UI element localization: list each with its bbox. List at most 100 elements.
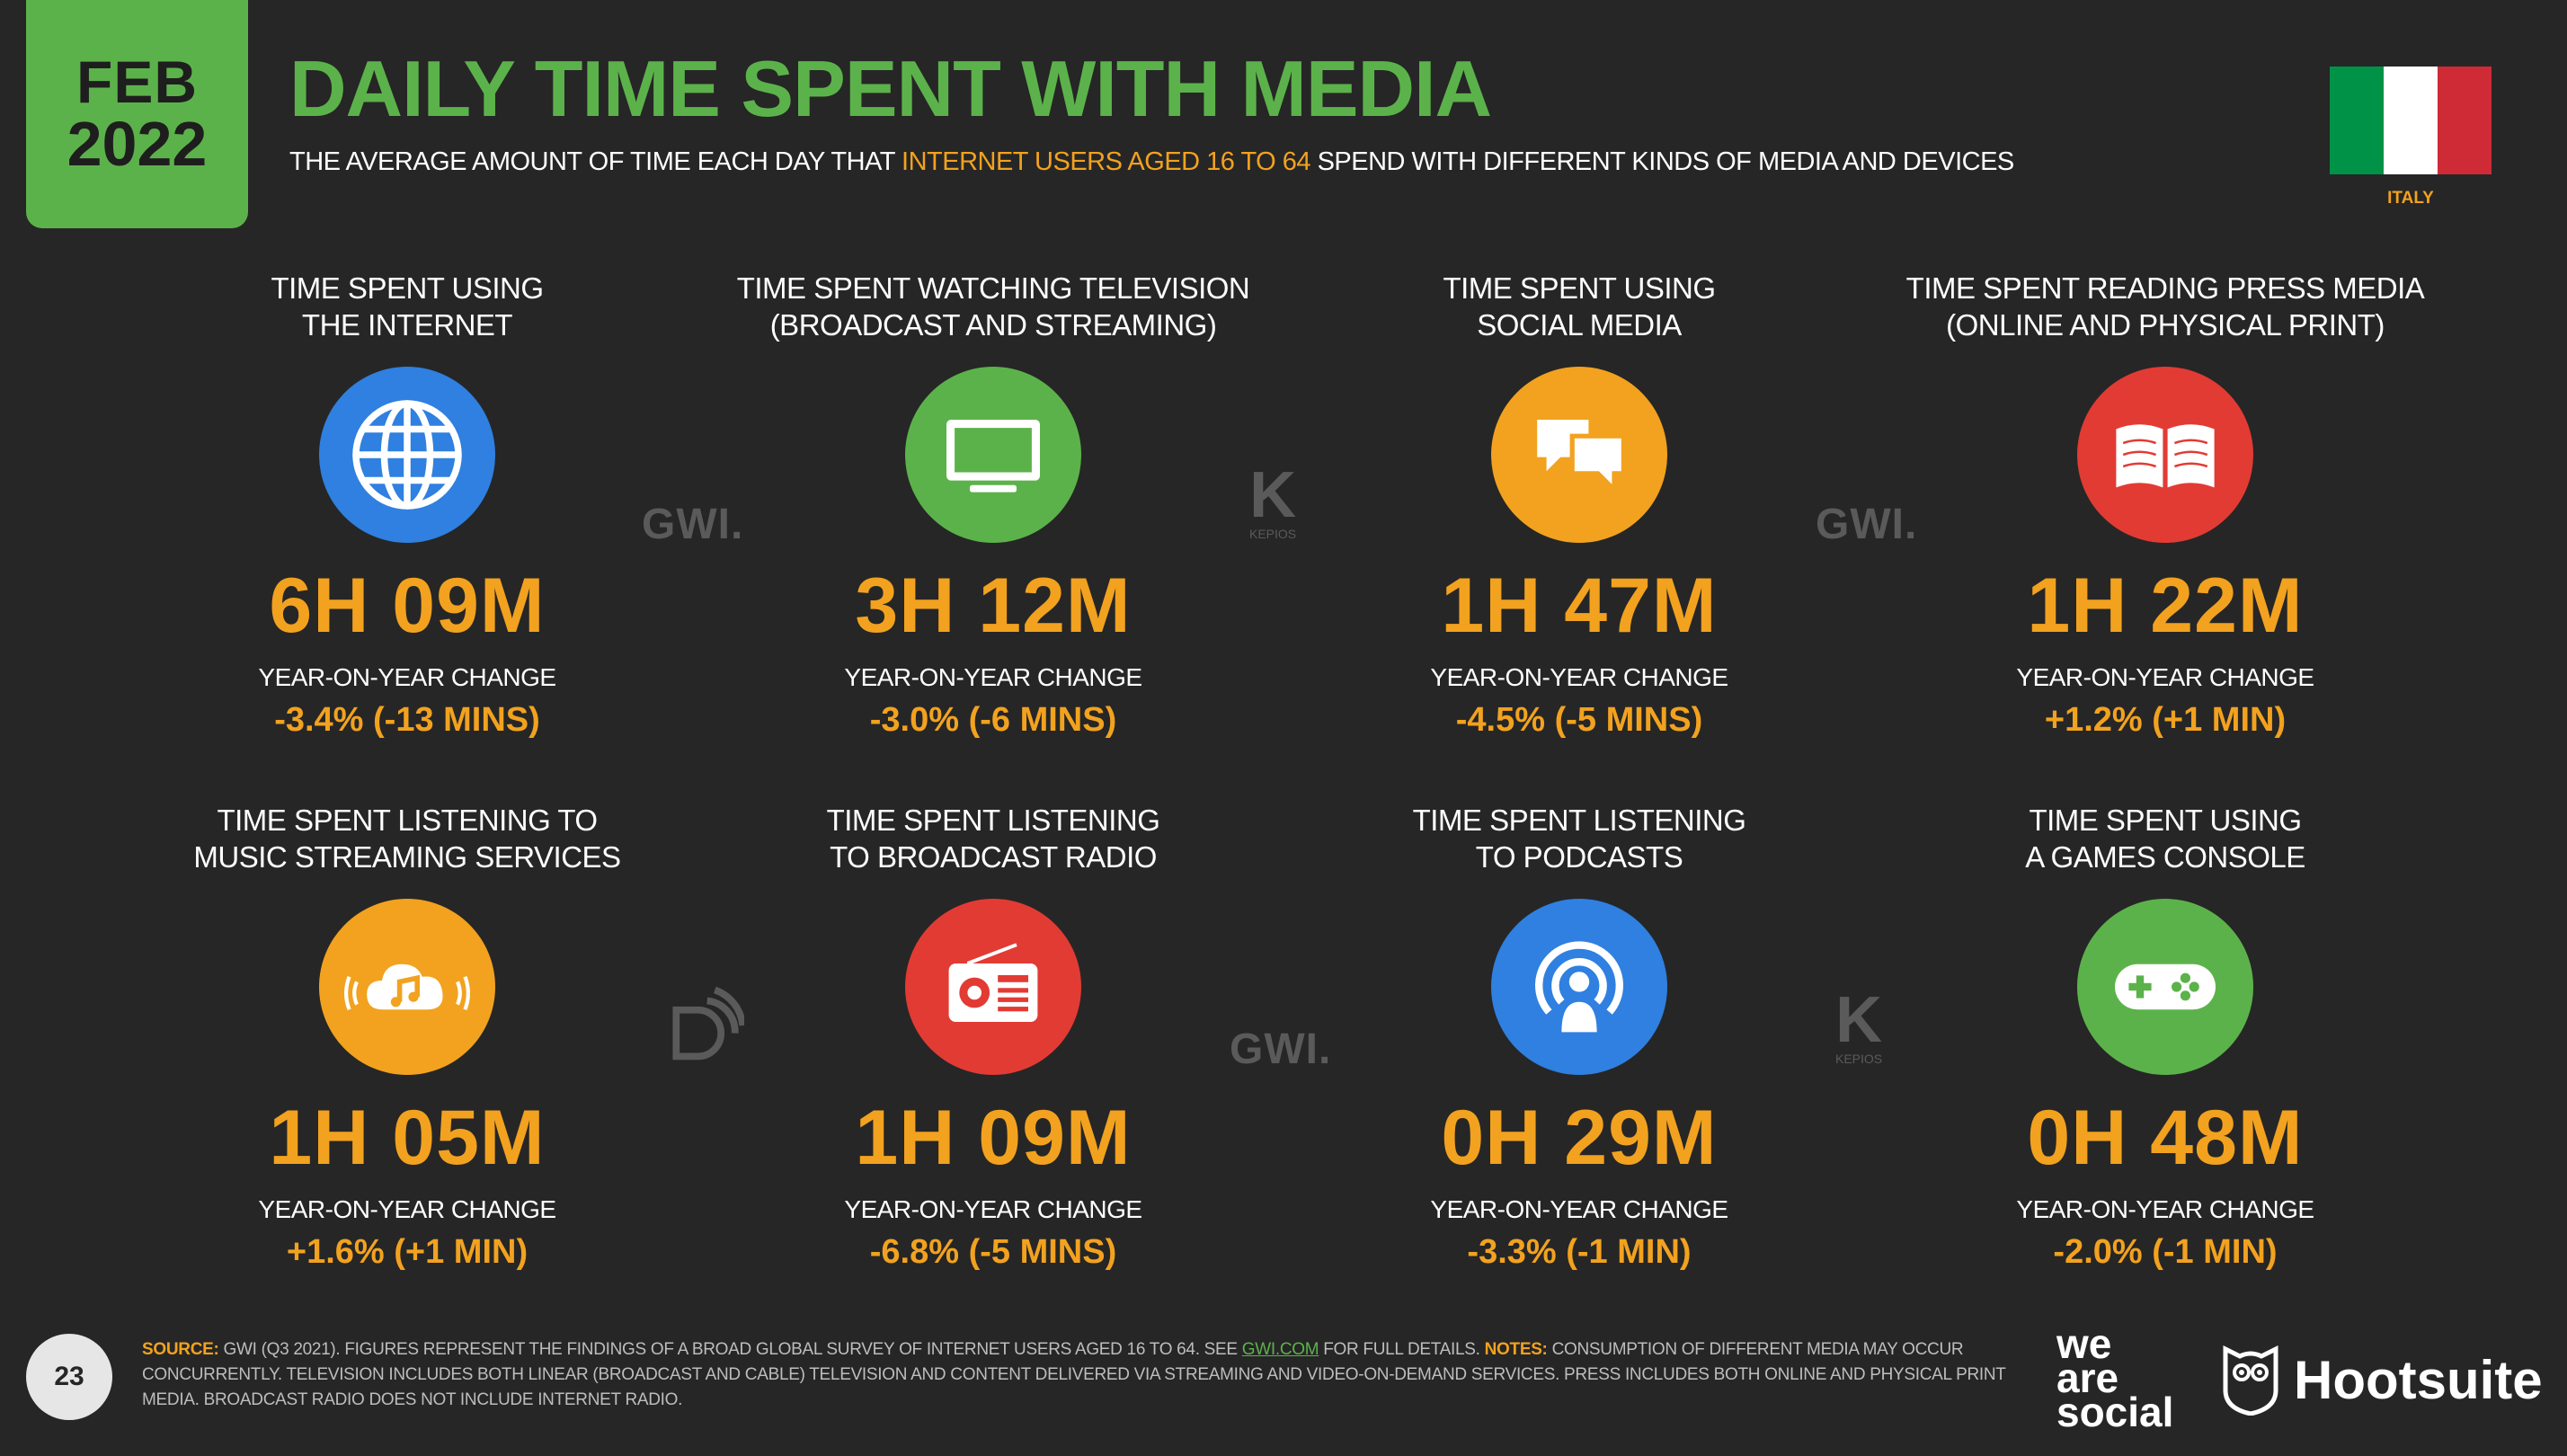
card-value: 0H 29M: [1441, 1095, 1718, 1181]
yoy-label: YEAR-ON-YEAR CHANGE: [844, 1195, 1142, 1223]
card-value: 0H 48M: [2027, 1095, 2304, 1181]
gwi-watermark: GWI.: [1816, 501, 1918, 548]
card-games-console: TIME SPENT USING A GAMES CONSOLE 0H 48M Y…: [1887, 802, 2444, 1272]
card-label-line-1: TIME SPENT USING: [1443, 271, 1716, 305]
card-label: TIME SPENT LISTENING TO PODCASTS: [1301, 802, 1858, 877]
card-label: TIME SPENT WATCHING TELEVISION (BROADCAST…: [715, 270, 1272, 345]
yoy-label: YEAR-ON-YEAR CHANGE: [258, 1195, 556, 1223]
card-label-line-2: (ONLINE AND PHYSICAL PRINT): [1946, 308, 2385, 342]
card-internet: TIME SPENT USING THE INTERNET 6H 09M YEAR…: [129, 270, 686, 740]
yoy-label: YEAR-ON-YEAR CHANGE: [2016, 1195, 2314, 1223]
was-line-3: social: [2056, 1389, 2174, 1435]
footer-notes: SOURCE: GWI (Q3 2021). FIGURES REPRESENT…: [142, 1337, 2012, 1413]
card-label-line-2: A GAMES CONSOLE: [2025, 840, 2305, 874]
speech-bubbles-icon: [1491, 367, 1667, 543]
page-title: DAILY TIME SPENT WITH MEDIA: [289, 44, 1492, 133]
was-line-1: we: [2056, 1320, 2112, 1367]
card-label: TIME SPENT LISTENING TO MUSIC STREAMING S…: [129, 802, 686, 877]
card-label-line-1: TIME SPENT USING: [2029, 803, 2302, 837]
card-podcasts: TIME SPENT LISTENING TO PODCASTS 0H 29M Y…: [1301, 802, 1858, 1272]
kepios-wordmark: KEPIOS: [1835, 1052, 1883, 1066]
card-label-line-1: TIME SPENT WATCHING TELEVISION: [736, 271, 1250, 305]
card-value: 6H 09M: [269, 563, 546, 649]
card-label-line-1: TIME SPENT LISTENING: [1412, 803, 1746, 837]
date-badge: FEB 2022: [26, 0, 248, 228]
we-are-social-logo: we are social: [2056, 1320, 2174, 1435]
yoy-value: -3.3% (-1 MIN): [1467, 1233, 1692, 1271]
yoy-label: YEAR-ON-YEAR CHANGE: [258, 663, 556, 691]
kepios-watermark: K KEPIOS: [1249, 459, 1297, 541]
yoy-label: YEAR-ON-YEAR CHANGE: [844, 663, 1142, 691]
source-text: GWI (Q3 2021). FIGURES REPRESENT THE FIN…: [218, 1340, 1242, 1359]
globe-icon: [319, 367, 495, 543]
card-value: 1H 22M: [2027, 563, 2304, 649]
subtitle-post: SPEND WITH DIFFERENT KINDS OF MEDIA AND …: [1310, 147, 2015, 176]
page-subtitle: THE AVERAGE AMOUNT OF TIME EACH DAY THAT…: [289, 147, 2014, 177]
flag-stripe-green: [2330, 67, 2384, 174]
card-value: 3H 12M: [855, 563, 1132, 649]
card-label-line-1: TIME SPENT READING PRESS MEDIA: [1905, 271, 2425, 305]
source-after: FOR FULL DETAILS.: [1319, 1340, 1485, 1359]
yoy-value: -6.8% (-5 MINS): [869, 1233, 1117, 1271]
radio-icon: [905, 899, 1081, 1075]
television-icon: [905, 367, 1081, 543]
yoy-value: +1.2% (+1 MIN): [2044, 701, 2287, 739]
card-value: 1H 47M: [1441, 563, 1718, 649]
card-value: 1H 09M: [855, 1095, 1132, 1181]
country-label: ITALY: [2387, 189, 2434, 208]
subtitle-pre: THE AVERAGE AMOUNT OF TIME EACH DAY THAT: [289, 147, 902, 176]
open-book-icon: [2077, 367, 2253, 543]
gwi-watermark: GWI.: [1230, 1025, 1332, 1073]
source-label: SOURCE:: [142, 1340, 219, 1359]
yoy-value: -4.5% (-5 MINS): [1455, 701, 1703, 739]
date-month: FEB: [76, 48, 198, 115]
card-broadcast-radio: TIME SPENT LISTENING TO BROADCAST RADIO 1…: [715, 802, 1272, 1272]
card-television: TIME SPENT WATCHING TELEVISION (BROADCAST…: [715, 270, 1272, 740]
card-label: TIME SPENT USING SOCIAL MEDIA: [1301, 270, 1858, 345]
card-label: TIME SPENT LISTENING TO BROADCAST RADIO: [715, 802, 1272, 877]
card-value: 1H 05M: [269, 1095, 546, 1181]
yoy-value: +1.6% (+1 MIN): [286, 1233, 528, 1271]
gwi-watermark: GWI.: [642, 501, 744, 548]
yoy-label: YEAR-ON-YEAR CHANGE: [1430, 1195, 1728, 1223]
card-label-line-2: TO PODCASTS: [1475, 840, 1683, 874]
hootsuite-logo: Hootsuite: [2222, 1339, 2543, 1420]
notes-text: CONSUMPTION OF DIFFERENT MEDIA MAY OCCUR…: [142, 1340, 2006, 1409]
yoy-value: -2.0% (-1 MIN): [2053, 1233, 2278, 1271]
datareportal-watermark-icon: [667, 986, 747, 1069]
kepios-k-icon: K: [1835, 984, 1883, 1056]
card-music-streaming: TIME SPENT LISTENING TO MUSIC STREAMING S…: [129, 802, 686, 1272]
card-label-line-2: TO BROADCAST RADIO: [830, 840, 1157, 874]
card-label-line-2: MUSIC STREAMING SERVICES: [193, 840, 621, 874]
kepios-watermark: K KEPIOS: [1835, 984, 1883, 1066]
card-social-media: TIME SPENT USING SOCIAL MEDIA 1H 47M YEAR…: [1301, 270, 1858, 740]
flag-stripe-white: [2384, 67, 2438, 174]
card-label: TIME SPENT USING A GAMES CONSOLE: [1887, 802, 2444, 877]
card-press-media: TIME SPENT READING PRESS MEDIA (ONLINE AN…: [1887, 270, 2444, 740]
yoy-label: YEAR-ON-YEAR CHANGE: [1430, 663, 1728, 691]
kepios-k-icon: K: [1249, 459, 1297, 531]
source-link[interactable]: GWI.COM: [1241, 1340, 1319, 1359]
date-year: 2022: [67, 108, 208, 179]
yoy-value: -3.0% (-6 MINS): [869, 701, 1117, 739]
card-label-line-2: (BROADCAST AND STREAMING): [769, 308, 1217, 342]
card-label-line-2: THE INTERNET: [301, 308, 513, 342]
was-line-2: are: [2056, 1354, 2119, 1401]
hootsuite-wordmark: Hootsuite: [2294, 1349, 2543, 1410]
podcast-icon: [1491, 899, 1667, 1075]
gamepad-icon: [2077, 899, 2253, 1075]
yoy-value: -3.4% (-13 MINS): [274, 701, 540, 739]
owl-icon: [2223, 1345, 2278, 1416]
page-number: 23: [26, 1334, 112, 1420]
music-cloud-icon: [319, 899, 495, 1075]
card-label-line-2: SOCIAL MEDIA: [1477, 308, 1682, 342]
flag-stripe-red: [2438, 67, 2492, 174]
yoy-label: YEAR-ON-YEAR CHANGE: [2016, 663, 2314, 691]
kepios-wordmark: KEPIOS: [1249, 527, 1297, 541]
italy-flag-icon: [2330, 67, 2492, 174]
card-label-line-1: TIME SPENT LISTENING: [826, 803, 1160, 837]
card-label-line-1: TIME SPENT USING: [271, 271, 544, 305]
card-label: TIME SPENT READING PRESS MEDIA (ONLINE AN…: [1887, 270, 2444, 345]
card-label-line-1: TIME SPENT LISTENING TO: [217, 803, 598, 837]
notes-label: NOTES:: [1484, 1340, 1548, 1359]
